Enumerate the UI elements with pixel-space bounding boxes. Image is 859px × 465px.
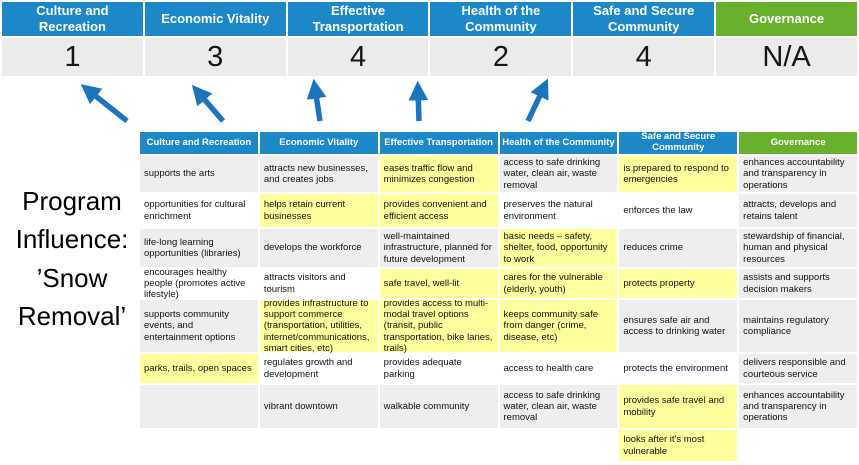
matrix-cell-r2-c3: provides convenient and efficient access <box>379 194 498 227</box>
priority-header-culture-and-recreation: Culture and Recreation <box>2 2 143 36</box>
matrix-cell-r1-c2: attracts new businesses, and creates job… <box>259 156 378 192</box>
priority-score-economic-vitality: 3 <box>144 38 286 76</box>
matrix-cell-r8-c5: looks after it's most vulnerable <box>619 430 738 461</box>
matrix-cell-r2-c2: helps retain current businesses <box>259 194 378 227</box>
priority-header-effective-transportation: Effective Transportation <box>287 2 429 36</box>
matrix-cell-r5-c1: supports community events, and entertain… <box>140 300 258 352</box>
matrix-header-safe-and-secure-community: Safe and Secure Community <box>619 131 738 154</box>
matrix-cell-r8-c3 <box>379 430 498 461</box>
matrix-cell-r5-c2: provides infrastructure to support comme… <box>259 298 378 354</box>
matrix-cell-r5-c4: keeps community safe from danger (crime,… <box>499 300 618 352</box>
matrix-cell-r8-c4 <box>499 430 618 461</box>
priority-header-governance: Governance <box>716 2 857 36</box>
matrix-cell-r2-c1: opportunities for cultural enrichment <box>140 194 258 227</box>
matrix-header-health-of-the-community: Health of the Community <box>499 132 618 154</box>
priority-matrix-table: Culture and Recreation Economic Vitality E… <box>140 131 857 461</box>
priority-header-safe-and-secure-community: Safe and Secure Community <box>573 2 715 36</box>
matrix-header-effective-transportation: Effective Transportation <box>379 132 498 154</box>
matrix-cell-r6-c3: provides adequate parking <box>379 354 498 383</box>
matrix-cell-r4-c5: protects property <box>619 269 738 298</box>
matrix-cell-r7-c6: enhances accountability and transparency… <box>739 385 857 428</box>
matrix-cell-r8-c6 <box>739 430 857 461</box>
matrix-cell-r4-c6: assists and supports decision makers <box>739 269 857 298</box>
matrix-cell-r6-c6: delivers responsible and courteous servi… <box>739 354 857 383</box>
matrix-header-culture-and-recreation: Culture and Recreation <box>140 132 258 154</box>
matrix-cell-r2-c6: attracts, develops and retains talent <box>739 194 857 227</box>
matrix-cell-r7-c2: vibrant downtown <box>259 385 378 428</box>
matrix-cell-r4-c1: encourages healthy people (promotes acti… <box>140 267 258 300</box>
priority-score-effective-transportation: 4 <box>287 38 429 76</box>
matrix-cell-r7-c5: provides safe travel and mobility <box>619 385 738 428</box>
matrix-cell-r1-c1: supports the arts <box>140 156 258 192</box>
matrix-cell-r5-c6: maintains regulatory compliance <box>739 300 857 352</box>
matrix-cell-r4-c4: cares for the vulnerable (elderly, youth… <box>499 269 618 298</box>
matrix-cell-r6-c5: protects the environment <box>619 354 738 383</box>
matrix-cell-r3-c2: develops the workforce <box>259 229 378 267</box>
matrix-cell-r2-c4: preserves the natural environment <box>499 194 618 227</box>
matrix-cell-r3-c5: reduces crime <box>619 229 738 267</box>
matrix-cell-r8-c1 <box>140 430 258 461</box>
matrix-cell-r3-c1: life-long learning opportunities (librar… <box>140 229 258 267</box>
matrix-cell-r4-c3: safe travel, well-lit <box>379 269 498 298</box>
matrix-cell-r1-c4: access to safe drinking water, clean air… <box>499 156 618 192</box>
matrix-cell-r7-c1 <box>140 385 258 428</box>
matrix-cell-r2-c5: enforces the law <box>619 194 738 227</box>
priority-scoreboard: Culture and Recreation 1 Economic Vitality… <box>2 2 857 76</box>
influence-arrows <box>80 78 549 124</box>
matrix-cell-r1-c6: enhances accountability and transparency… <box>739 156 857 192</box>
matrix-cell-r5-c5: ensures safe air and access to drinking … <box>619 300 738 352</box>
arrow-icon-health <box>408 80 429 122</box>
priority-header-health-of-the-community: Health of the Community <box>430 2 572 36</box>
priority-header-economic-vitality: Economic Vitality <box>144 2 286 36</box>
matrix-cell-r5-c3: provides access to multi-modal travel op… <box>379 298 498 354</box>
program-title: Program Influence: ’Snow Removal’ <box>15 186 129 332</box>
matrix-cell-r3-c4: basic needs – safety, shelter, food, opp… <box>499 229 618 267</box>
matrix-cell-r8-c2 <box>259 430 378 461</box>
matrix-cell-r7-c4: access to safe drinking water, clean air… <box>499 385 618 428</box>
matrix-cell-r6-c4: access to health care <box>499 354 618 383</box>
arrow-icon-transportation <box>306 78 327 122</box>
priority-score-health-of-the-community: 2 <box>430 38 572 76</box>
priority-score-culture-and-recreation: 1 <box>2 38 143 76</box>
priority-score-governance: N/A <box>716 38 857 76</box>
priority-score-safe-and-secure-community: 4 <box>573 38 715 76</box>
matrix-cell-r6-c2: regulates growth and development <box>259 354 378 383</box>
matrix-cell-r6-c1: parks, trails, open spaces <box>140 354 258 383</box>
matrix-cell-r3-c6: stewardship of financial, human and phys… <box>739 229 857 267</box>
arrow-icon-economic <box>191 84 226 123</box>
matrix-header-governance: Governance <box>739 132 857 154</box>
arrow-icon-safe <box>525 78 549 123</box>
matrix-header-economic-vitality: Economic Vitality <box>259 132 378 154</box>
arrow-icon-culture <box>80 84 129 124</box>
matrix-cell-r1-c5: is prepared to respond to emergencies <box>619 156 738 192</box>
matrix-cell-r1-c3: eases traffic flow and minimizes congest… <box>379 156 498 192</box>
matrix-cell-r7-c3: walkable community <box>379 385 498 428</box>
matrix-cell-r4-c2: attracts visitors and tourism <box>259 269 378 298</box>
matrix-cell-r3-c3: well-maintained infrastructure, planned … <box>379 229 498 267</box>
